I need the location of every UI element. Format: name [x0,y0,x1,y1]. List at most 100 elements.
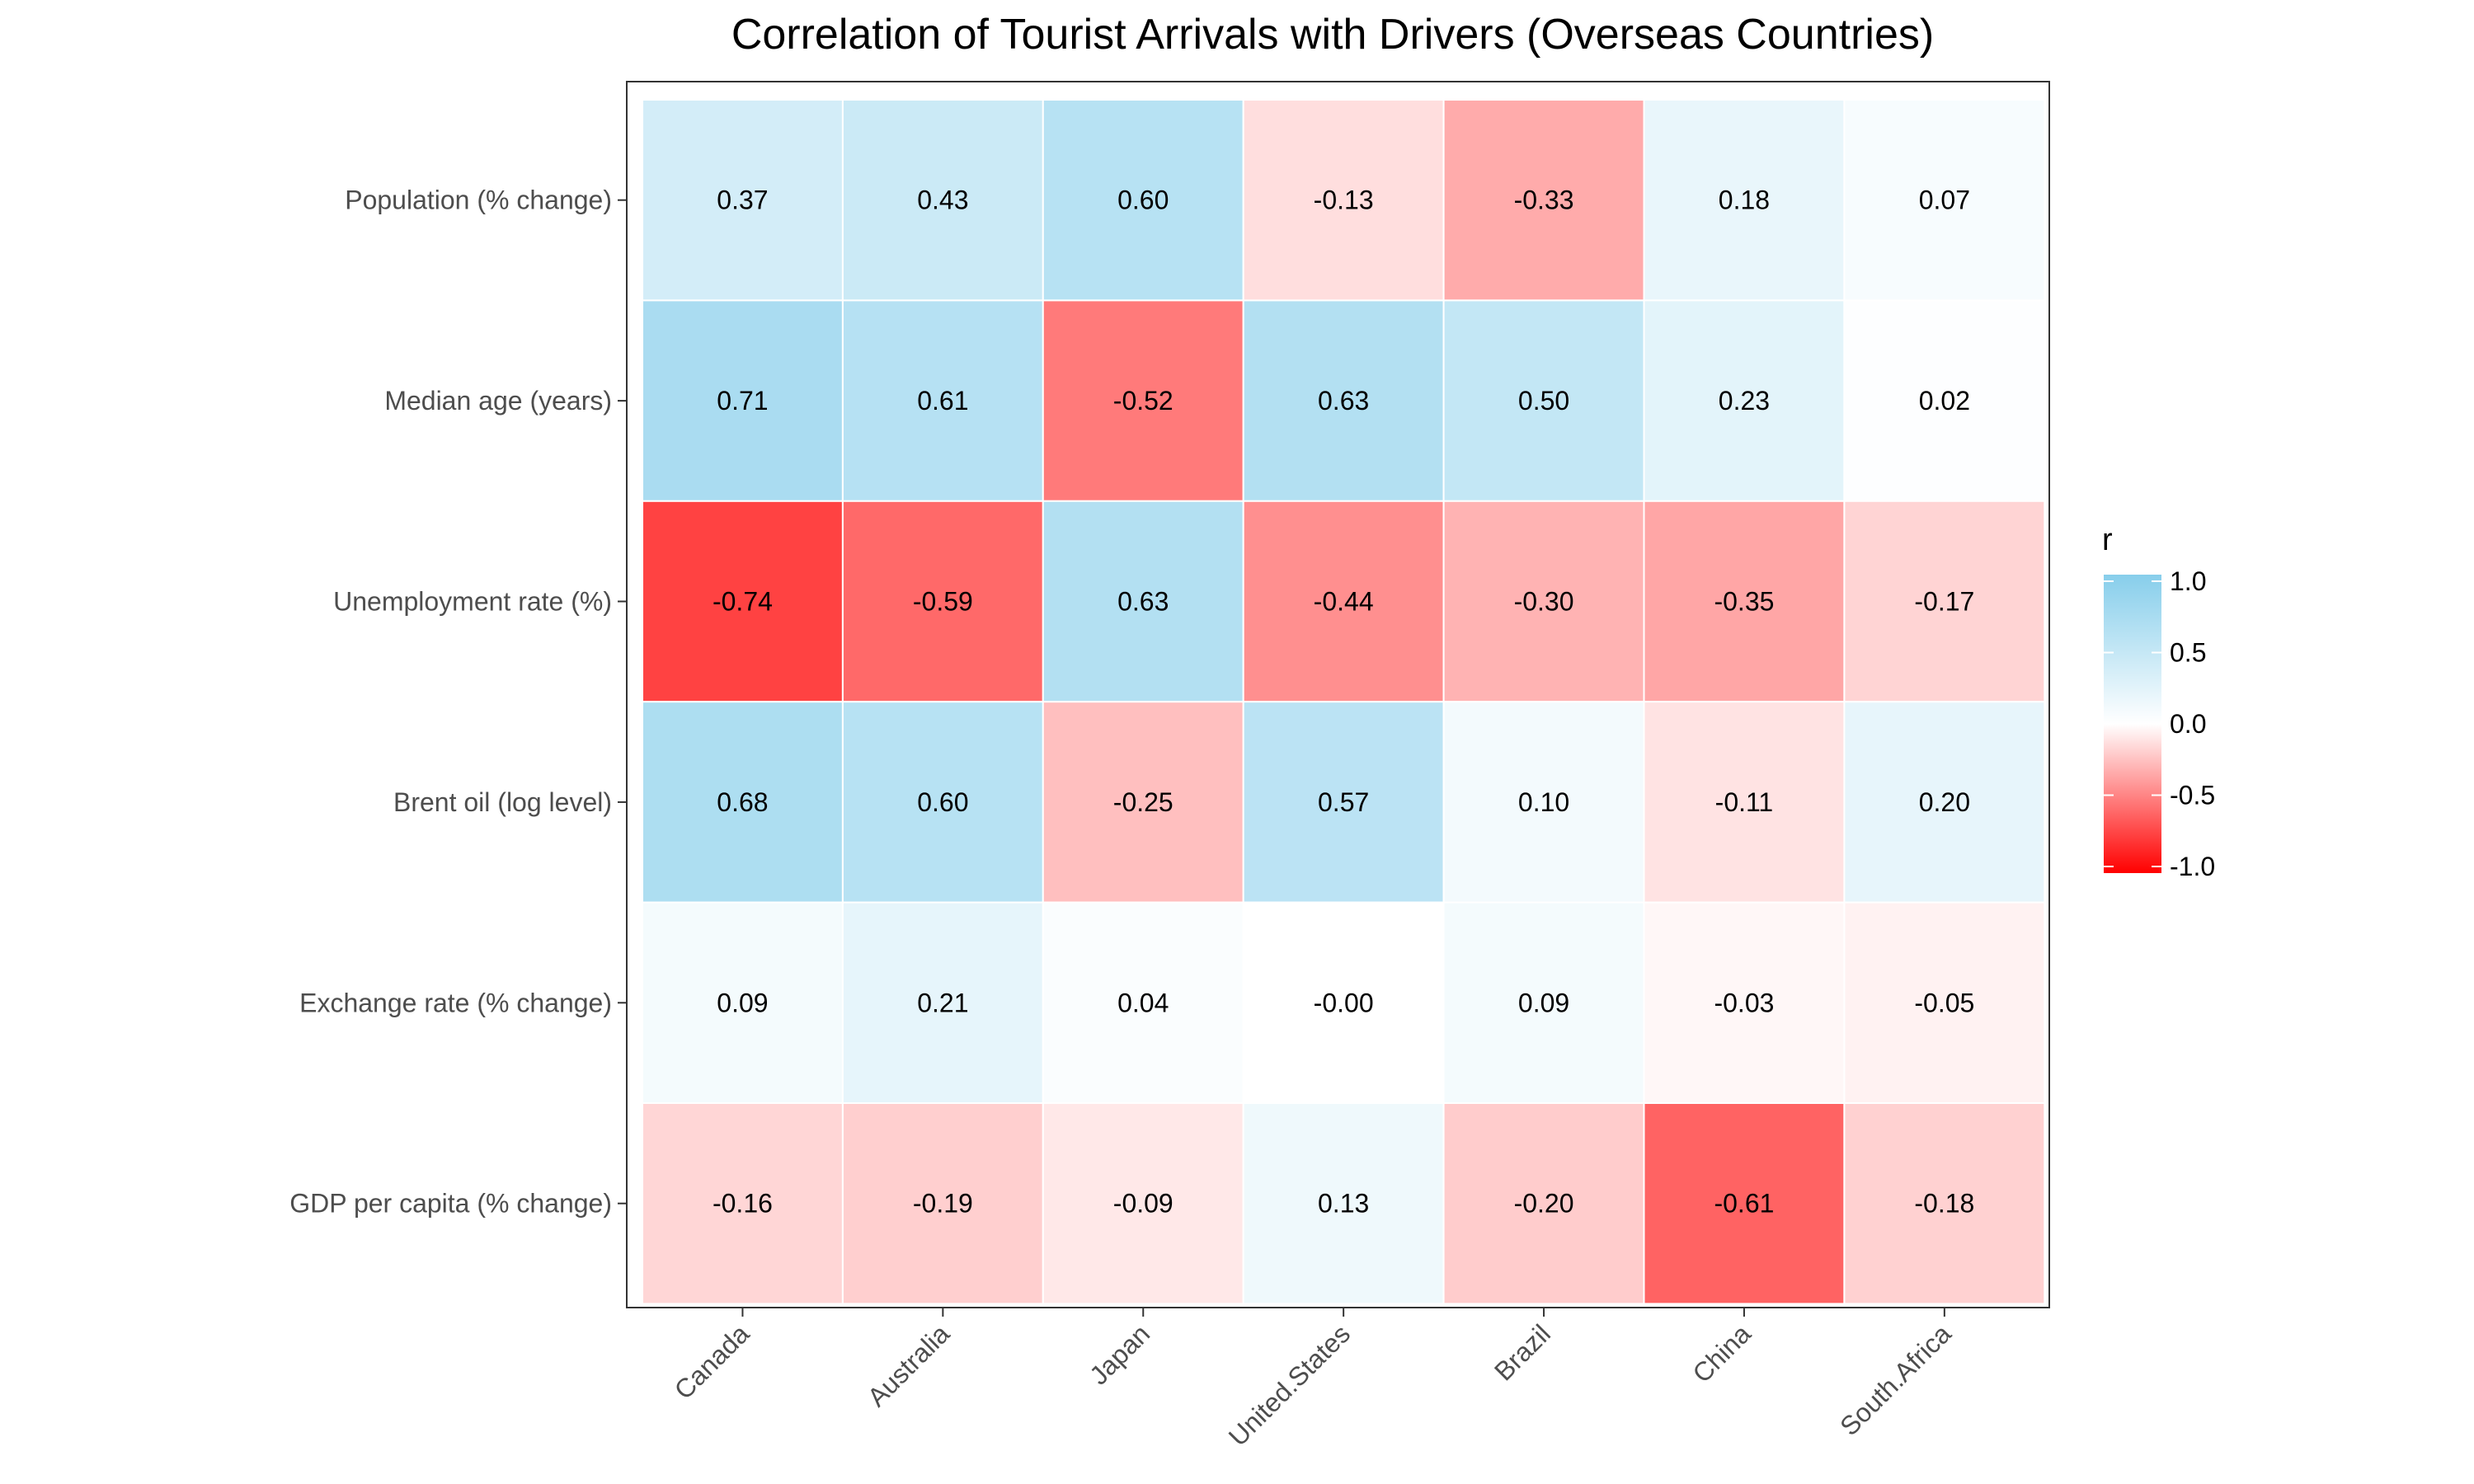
cell-value-label: -0.00 [1314,988,1374,1017]
cell-value-label: -0.25 [1113,787,1174,817]
heatmap-cell-population-change-japan [1042,99,1244,302]
heatmap-cell-population-change-china [1643,99,1846,302]
heatmap-cell-gdp-per-capita-change-brazil [1442,1102,1645,1305]
cell-value-label: -0.44 [1314,587,1374,617]
cell-value-label: -0.11 [1715,787,1774,817]
cell-value-label: 0.68 [717,787,768,817]
heatmap-cell-brent-oil-log-level-australia [841,701,1044,904]
heatmap-cell-population-change-united-states [1242,99,1445,302]
cell-value-label: 0.18 [1719,186,1770,215]
cell-value-label: 0.07 [1919,186,1970,215]
cell-value-label: -0.33 [1514,186,1574,215]
heatmap-cell-median-age-years-south-africa [1843,299,2046,502]
cell-value-label: -0.20 [1514,1189,1574,1219]
cell-value-label: 0.43 [917,186,968,215]
heatmap-cell-unemployment-rate-japan [1042,500,1244,703]
cell-value-label: 0.10 [1518,787,1569,817]
cell-value-label: -0.74 [713,587,773,617]
row-labels: Population (% change) Median age (years) U… [289,186,627,1219]
cell-value-label: 0.21 [917,988,968,1017]
cell-value-label: -0.17 [1914,587,1974,617]
cell-value-label: -0.52 [1113,386,1174,416]
heatmap-cell-brent-oil-log-level-canada [642,701,844,904]
heatmap-cell-unemployment-rate-china [1643,500,1846,703]
heatmap-cell-brent-oil-log-level-china [1643,701,1846,904]
heatmap-cell-population-change-brazil [1442,99,1645,302]
x-tick-label: Canada [669,1318,755,1405]
heatmap-cell-unemployment-rate-brazil [1442,500,1645,703]
y-tick-label: Brent oil (log level) [393,787,612,817]
cell-value-label: -0.03 [1714,988,1774,1017]
heatmap-cell-gdp-per-capita-change-south-africa [1843,1102,2046,1305]
cell-value-label: 0.61 [917,386,968,416]
heatmap-cell-unemployment-rate-south-africa [1843,500,2046,703]
x-tick-label: United.States [1223,1318,1356,1451]
cell-value-label: 0.50 [1518,386,1569,416]
cell-value-label: -0.16 [713,1189,773,1219]
heatmap-cell-gdp-per-capita-change-japan [1042,1102,1244,1305]
column-labels: Canada Australia Japan United.States Brazil C… [669,1308,1957,1452]
cell-value-label: -0.19 [913,1189,973,1219]
x-tick-label: Japan [1084,1318,1155,1390]
heatmap-cell-median-age-years-canada [642,299,844,502]
cell-value-label: -0.59 [913,587,973,617]
legend-tick-label: 1.0 [2170,566,2206,596]
cell-value-label: 0.04 [1117,988,1169,1017]
cell-value-label: -0.05 [1914,988,1974,1017]
heatmap-cell-median-age-years-china [1643,299,1846,502]
x-tick-label: South.Africa [1834,1318,1957,1441]
legend-tick-label: -0.5 [2170,781,2215,810]
cell-value-label: 0.63 [1117,587,1169,617]
cell-value-label: 0.23 [1719,386,1770,416]
heatmap-cell-brent-oil-log-level-united-states [1242,701,1445,904]
heatmap-cell-population-change-canada [642,99,844,302]
heatmap-cell-gdp-per-capita-change-canada [642,1102,844,1305]
cell-value-label: 0.20 [1919,787,1970,817]
cell-value-label: 0.37 [717,186,768,215]
cell-value-label: 0.60 [1117,186,1169,215]
cell-value-label: 0.57 [1318,787,1369,817]
cell-value-label: 0.09 [717,988,768,1017]
cell-value-label: -0.09 [1113,1189,1174,1219]
legend-tick-label: 0.5 [2170,638,2206,668]
heatmap-cell-gdp-per-capita-change-china [1643,1102,1846,1305]
color-legend: r 1.0 0.5 0.0 -0.5 -1.0 [2102,523,2215,881]
cell-value-label: 0.02 [1919,386,1970,416]
heatmap-cell-median-age-years-brazil [1442,299,1645,502]
legend-tick-label: -1.0 [2170,852,2215,881]
cell-value-label: 0.13 [1318,1189,1369,1219]
y-tick-label: Exchange rate (% change) [299,988,612,1017]
y-tick-label: GDP per capita (% change) [289,1189,612,1219]
cell-value-label: -0.13 [1314,186,1374,215]
cell-value-label: -0.35 [1714,587,1774,617]
cell-value-label: -0.30 [1514,587,1574,617]
x-tick-label: China [1686,1318,1757,1388]
heatmap-cell-brent-oil-log-level-south-africa [1843,701,2046,904]
cell-value-label: -0.61 [1714,1189,1774,1219]
y-tick-label: Unemployment rate (%) [333,587,612,617]
heatmap-cell-unemployment-rate-australia [841,500,1044,703]
x-tick-label: Brazil [1489,1318,1556,1386]
heatmap-cell-unemployment-rate-canada [642,500,844,703]
cell-value-label: 0.09 [1518,988,1569,1017]
cell-value-label: 0.60 [917,787,968,817]
heatmap-cell-gdp-per-capita-change-united-states [1242,1102,1445,1305]
cell-value-label: 0.63 [1318,386,1369,416]
heatmap-cell-population-change-australia [841,99,1044,302]
chart-title: Correlation of Tourist Arrivals with Dri… [731,11,1934,59]
heatmap-cell-gdp-per-capita-change-australia [841,1102,1044,1305]
panel-border [626,81,2050,1308]
heatmap-cells: 0.37 0.43 0.60 -0.13 -0.33 0.18 0.07 0.71 0.61 -0… [642,99,2046,1305]
heatmap-cell-median-age-years-japan [1042,299,1244,502]
heatmap-cell-exchange-rate-change-canada [642,901,844,1104]
legend-title: r [2102,523,2113,557]
legend-ticks: 1.0 0.5 0.0 -0.5 -1.0 [2104,566,2215,881]
y-tick-label: Median age (years) [384,386,612,416]
legend-tick-label: 0.0 [2170,709,2206,739]
heatmap-cell-unemployment-rate-united-states [1242,500,1445,703]
heatmap-cell-exchange-rate-change-japan [1042,901,1244,1104]
cell-value-label: 0.71 [717,386,768,416]
x-tick-label: Australia [862,1318,956,1412]
cell-value-label: -0.18 [1914,1189,1974,1219]
